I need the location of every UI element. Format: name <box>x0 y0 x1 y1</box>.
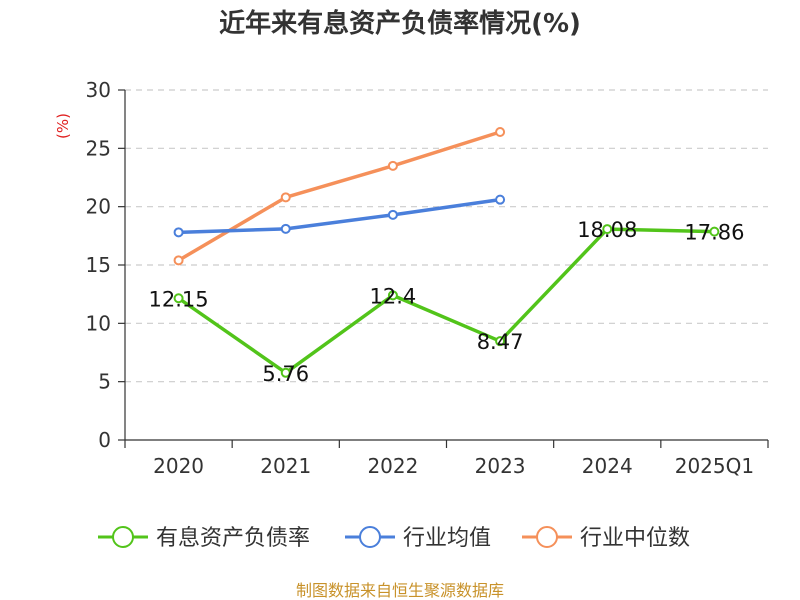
legend-marker <box>536 526 558 548</box>
y-tick-label: 20 <box>86 195 111 219</box>
legend-label: 行业中位数 <box>580 526 690 551</box>
data-point <box>387 290 398 301</box>
data-label: 8.47 <box>477 330 524 354</box>
data-point <box>602 224 613 235</box>
legend[interactable]: 有息资产负债率 行业均值 行业中位数 <box>98 526 690 551</box>
series-line <box>176 197 502 235</box>
data-label: 12.15 <box>149 287 209 311</box>
series-lines <box>173 127 720 378</box>
y-tick-label: 0 <box>98 428 111 452</box>
chart-title: 近年来有息资产负债率情况(%) <box>219 8 581 39</box>
y-tick-label: 25 <box>86 136 111 160</box>
legend-marker <box>112 526 134 548</box>
series-line <box>176 227 717 375</box>
data-point <box>495 127 506 137</box>
axes: 0 5 10 15 20 25 30 2020 2021 2022 2023 2024 2025Q1 <box>86 78 769 478</box>
legend-item[interactable]: 行业中位数 <box>522 526 690 551</box>
data-point <box>280 223 291 234</box>
legend-label: 有息资产负债率 <box>156 526 310 551</box>
data-label: 18.08 <box>577 218 637 242</box>
legend-marker <box>359 526 381 548</box>
y-tick-label: 10 <box>86 311 111 335</box>
x-tick-label: 2022 <box>367 454 418 478</box>
legend-item[interactable]: 行业均值 <box>345 526 491 551</box>
data-point <box>280 192 291 203</box>
data-point <box>387 209 398 220</box>
data-point <box>173 293 184 304</box>
data-point <box>387 160 398 171</box>
data-label: 5.76 <box>262 362 309 386</box>
legend-label: 行业均值 <box>403 526 491 551</box>
data-point <box>173 227 184 238</box>
data-point <box>495 194 506 205</box>
x-tick-label: 2025Q1 <box>675 454 754 478</box>
source-note: 制图数据来自恒生聚源数据库 <box>296 581 504 600</box>
x-tick-label: 2021 <box>260 454 311 478</box>
y-tick-label: 15 <box>86 253 111 277</box>
series-line <box>176 130 502 263</box>
y-axis-label: (%) <box>54 113 72 139</box>
data-point <box>280 367 291 378</box>
data-label: 12.4 <box>370 284 417 308</box>
data-label: 17.86 <box>684 221 744 245</box>
y-tick-label: 5 <box>98 370 111 394</box>
x-tick-label: 2020 <box>153 454 204 478</box>
y-tick-label: 30 <box>86 78 111 102</box>
legend-item[interactable]: 有息资产负债率 <box>98 526 310 551</box>
data-labels: 12.15 5.76 12.4 8.47 18.08 17.86 <box>149 218 745 386</box>
x-tick-label: 2024 <box>582 454 633 478</box>
data-point <box>173 255 184 266</box>
data-point <box>709 226 720 237</box>
x-tick-label: 2023 <box>475 454 526 478</box>
data-point <box>495 336 506 347</box>
